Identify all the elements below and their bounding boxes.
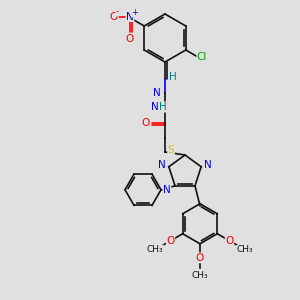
Text: O: O	[196, 253, 204, 263]
Text: N: N	[153, 88, 161, 98]
Text: -: -	[116, 7, 118, 16]
Text: Cl: Cl	[197, 52, 207, 61]
Text: N: N	[204, 160, 212, 170]
Text: +: +	[131, 8, 138, 17]
Text: O: O	[167, 236, 175, 246]
Text: CH₃: CH₃	[192, 271, 208, 280]
Text: CH₃: CH₃	[147, 245, 163, 254]
Text: N: N	[126, 11, 134, 22]
Text: O: O	[225, 236, 234, 246]
Text: N: N	[163, 185, 171, 195]
Text: N: N	[151, 102, 159, 112]
Text: O: O	[126, 34, 134, 44]
Text: H: H	[169, 72, 177, 82]
Text: S: S	[168, 145, 174, 155]
Text: N: N	[158, 160, 166, 170]
Text: O: O	[110, 11, 118, 22]
Text: CH₃: CH₃	[237, 245, 253, 254]
Text: H: H	[159, 102, 167, 112]
Text: O: O	[142, 118, 150, 128]
